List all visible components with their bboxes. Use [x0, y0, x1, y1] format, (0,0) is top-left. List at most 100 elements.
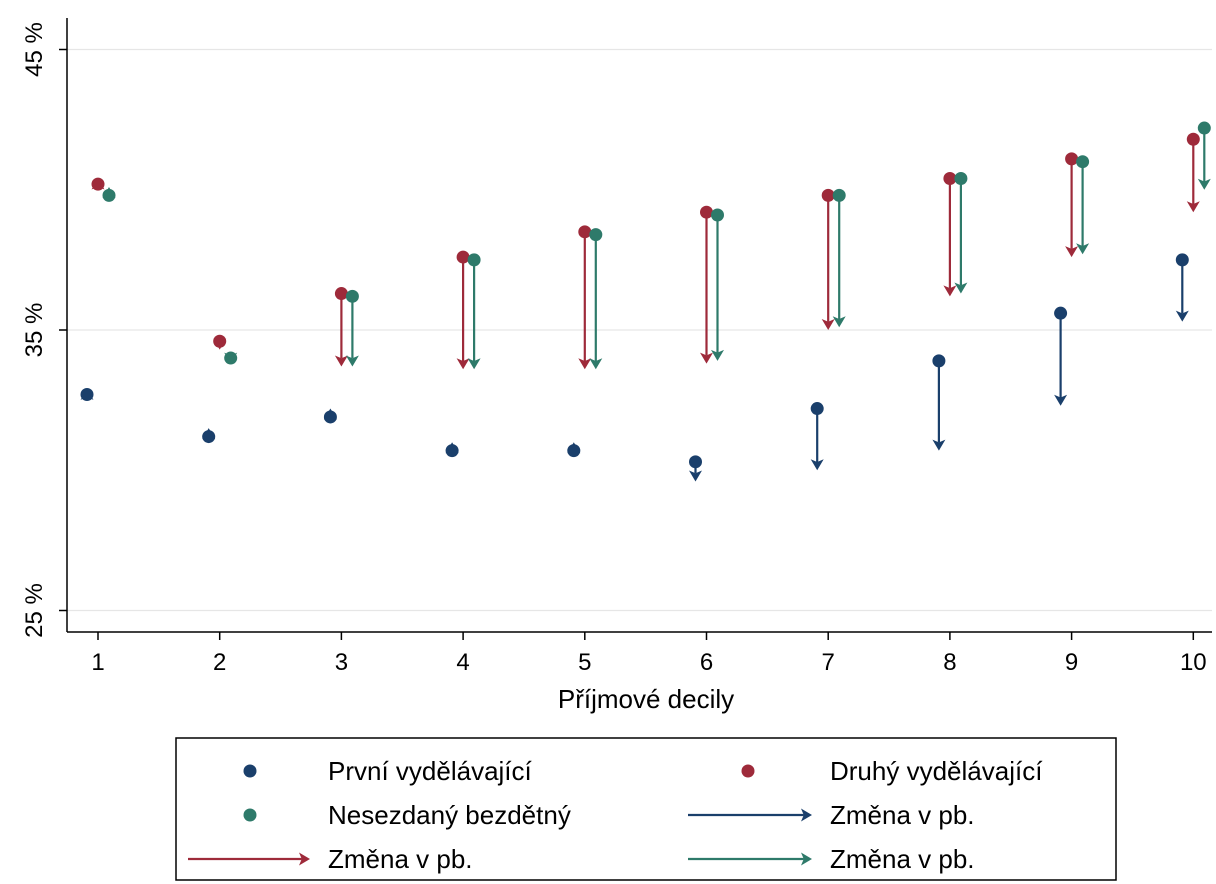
change-arrow-head — [1175, 310, 1189, 322]
data-point — [1175, 253, 1189, 267]
change-arrow — [1175, 259, 1189, 322]
data-point — [700, 205, 713, 219]
change-arrow-head — [954, 282, 968, 294]
legend-marker — [243, 764, 257, 778]
change-arrow-head — [1197, 178, 1211, 190]
legend-arrow — [188, 852, 310, 866]
change-arrow-head — [810, 459, 824, 471]
legend-arrow-head — [801, 852, 812, 866]
data-point — [589, 228, 603, 242]
data-point — [711, 208, 724, 222]
data-point — [445, 444, 459, 458]
data-point — [567, 444, 581, 458]
data-point — [954, 172, 968, 186]
change-arrow — [1076, 161, 1090, 255]
data-point — [1186, 132, 1200, 146]
data-point — [202, 430, 216, 444]
legend-box — [175, 737, 1117, 881]
change-arrow-head — [578, 358, 592, 370]
data-point — [467, 253, 481, 267]
legend-marker — [243, 808, 257, 822]
legend-label: Druhý vydělávající — [830, 756, 1043, 786]
y-tick-label: 25 % — [21, 583, 48, 638]
change-arrow-head — [1186, 201, 1200, 213]
x-ticks: 1 2 3 4 5 6 7 8 9 10 — [91, 632, 1207, 676]
legend-arrow — [688, 808, 812, 822]
change-arrow-head — [1076, 243, 1090, 255]
change-arrow-head — [334, 355, 348, 367]
change-arrow — [1197, 128, 1211, 190]
data-point — [345, 289, 359, 303]
legend-label: Změna v pb. — [830, 800, 975, 830]
change-arrow-head — [456, 358, 470, 370]
legend-arrow-head — [801, 808, 812, 822]
x-tick-label: 1 — [91, 649, 104, 676]
change-arrow — [334, 293, 348, 367]
legend-arrow — [688, 852, 812, 866]
series-2 — [91, 132, 1200, 370]
legend-label: Změna v pb. — [328, 844, 473, 874]
change-arrow — [700, 212, 713, 364]
change-arrow-head — [700, 352, 713, 364]
data-point — [80, 388, 94, 402]
data-point — [224, 351, 238, 365]
data-point — [213, 334, 227, 348]
legend-marker — [741, 764, 755, 778]
gridlines — [67, 48, 1212, 612]
data-point — [334, 287, 348, 301]
change-arrow-head — [832, 316, 846, 328]
x-tick-label: 7 — [822, 649, 835, 676]
data-point — [456, 250, 470, 264]
data-point — [821, 188, 835, 202]
change-arrow-head — [1065, 246, 1079, 258]
change-arrow — [578, 231, 592, 370]
change-arrow — [711, 214, 724, 361]
series-1 — [80, 253, 1189, 482]
change-arrow — [954, 178, 968, 294]
data-point — [102, 188, 116, 202]
legend: První vydělávající Druhý vydělávající Nese… — [175, 737, 1117, 881]
change-arrow-head — [1054, 394, 1068, 406]
change-arrow-head — [589, 358, 603, 370]
data-point — [689, 455, 702, 469]
change-arrow-head — [943, 285, 957, 297]
change-arrow-head — [932, 439, 946, 451]
data-point — [1065, 152, 1079, 166]
change-arrow — [810, 408, 824, 471]
legend-label: Nesezdaný bezdětný — [328, 800, 571, 830]
y-tick-label: 35 % — [21, 303, 48, 358]
change-arrow — [345, 296, 359, 367]
change-arrow — [943, 178, 957, 297]
change-arrow — [589, 234, 603, 370]
change-arrow — [1186, 139, 1200, 213]
change-arrow — [821, 195, 835, 330]
data-point — [91, 177, 105, 191]
legend-label: První vydělávající — [328, 756, 533, 786]
data-point — [578, 225, 592, 239]
x-tick-label: 6 — [700, 649, 713, 676]
data-point — [943, 172, 957, 186]
legend-arrow-head — [299, 852, 310, 866]
x-tick-label: 4 — [456, 649, 469, 676]
data-point — [1197, 121, 1211, 135]
change-arrow-head — [711, 349, 724, 361]
change-arrow — [467, 259, 481, 370]
data-point — [932, 354, 946, 368]
x-tick-label: 3 — [335, 649, 348, 676]
series-3 — [102, 121, 1211, 370]
x-tick-label: 5 — [578, 649, 591, 676]
x-tick-label: 10 — [1180, 649, 1207, 676]
change-arrow-head — [467, 358, 481, 370]
change-arrow-head — [821, 319, 835, 330]
data-point — [832, 188, 846, 202]
data-point — [1076, 155, 1090, 169]
x-tick-label: 9 — [1065, 649, 1078, 676]
x-axis-title: Příjmové decily — [558, 684, 734, 714]
change-arrow — [1065, 158, 1079, 258]
chart-marks — [80, 121, 1211, 482]
legend-label: Změna v pb. — [830, 844, 975, 874]
x-tick-label: 8 — [943, 649, 956, 676]
x-tick-label: 2 — [213, 649, 226, 676]
data-point — [810, 402, 824, 416]
